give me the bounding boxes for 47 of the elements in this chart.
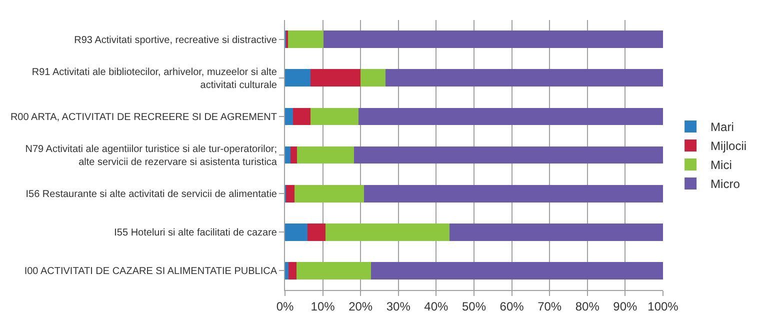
bar (294, 184, 364, 202)
bar (449, 223, 663, 241)
bar (285, 69, 310, 87)
x-tick-label: 80% (575, 299, 600, 314)
bar (386, 69, 663, 87)
x-tick-label: 30% (386, 299, 411, 314)
x-tick-label: 100% (648, 299, 679, 314)
bar (360, 69, 386, 87)
bar (358, 108, 663, 126)
x-tick-label: 0% (276, 299, 294, 314)
bar (296, 262, 371, 280)
x-tick-label: 70% (538, 299, 562, 314)
x-tick-label: 40% (424, 299, 449, 314)
y-tick-label: I00 ACTIVITATI DE CAZARE SI ALIMENTATIE PUBLICA (24, 266, 278, 278)
bar (324, 30, 663, 48)
bar (308, 223, 326, 241)
bar (285, 223, 308, 241)
x-tick-label: 20% (348, 299, 373, 314)
y-tick-label: I56 Restaurante si alte activitati de servicii de alimentatie (26, 189, 278, 200)
y-tick-label: I55 Hoteluri si alte facilitati de cazare (114, 228, 278, 239)
y-tick-label: N79 Activitati ale agentiilor turistice si ale tur-operatorilor; alte servicii de rezervare si asistenta turistica (25, 144, 278, 168)
bar (285, 146, 290, 164)
bar (290, 146, 298, 164)
bar (297, 146, 354, 164)
bar (288, 30, 324, 48)
bar (286, 184, 294, 202)
bar (354, 146, 663, 164)
x-tick-label: 50% (462, 299, 486, 314)
bar (325, 223, 450, 241)
y-tick-label: R93 Activitati sportive, recreative si distractive (74, 34, 278, 46)
x-tick-label: 60% (500, 299, 524, 314)
bar (310, 108, 359, 126)
legend-label: Mari (710, 120, 734, 134)
legend-label: Micro (710, 177, 740, 192)
y-tick-label: R00 ARTA, ACTIVITATI DE RECREERE SI DE AGREMENT (10, 112, 277, 123)
legend-label: Mici (710, 158, 732, 172)
y-tick-label: R91 Activitati ale bibliotecilor, arhivelor, muzeelor si alte activitati culturale (32, 66, 278, 91)
bar (364, 184, 663, 202)
bar (370, 262, 663, 280)
bar (288, 262, 296, 280)
x-tick-label: 90% (613, 299, 638, 314)
bar (292, 108, 310, 126)
x-tick-label: 10% (310, 299, 336, 314)
bar (285, 262, 288, 280)
legend-label: Mijlocii (710, 139, 747, 154)
bar (310, 69, 361, 87)
bar (285, 108, 293, 126)
